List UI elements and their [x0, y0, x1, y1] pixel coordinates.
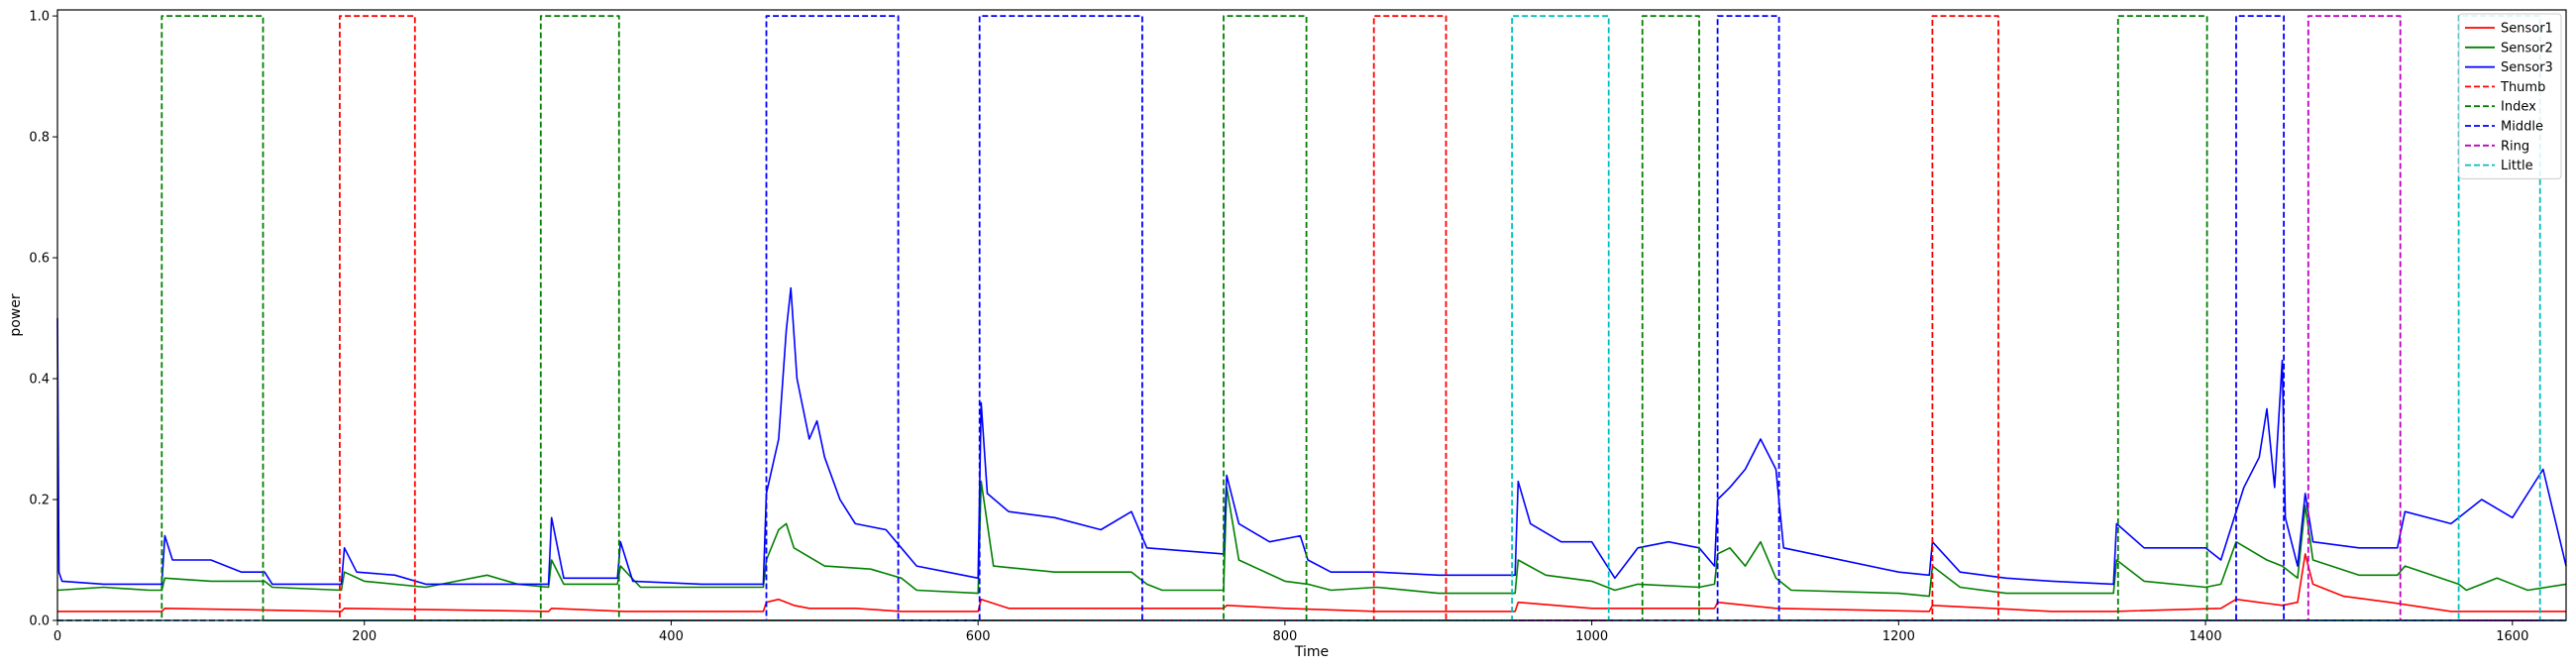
legend-item-thumb: Thumb — [2465, 80, 2545, 95]
legend-label: Thumb — [2500, 80, 2545, 95]
x-tick-label: 0 — [54, 629, 61, 644]
legend-label: Middle — [2501, 120, 2543, 135]
x-tick-label: 200 — [352, 629, 376, 644]
legend-item-sensor2: Sensor2 — [2465, 41, 2553, 56]
legend-label: Sensor3 — [2501, 60, 2553, 75]
legend-item-index: Index — [2465, 100, 2536, 115]
legend-box — [2458, 13, 2562, 179]
series-line-thumb — [57, 15, 2566, 621]
legend-label: Little — [2501, 159, 2533, 173]
legend-label: Sensor1 — [2501, 22, 2553, 37]
y-tick-label: 0.2 — [29, 494, 50, 508]
x-tick-label: 400 — [659, 629, 684, 644]
ticks-layer: 0 200 400 600 800 1000 1200 1400 1600 0.0 0.2 0.4 0.… — [29, 10, 2528, 644]
x-tick-label: 1600 — [2496, 629, 2528, 644]
x-tick-label: 600 — [966, 629, 991, 644]
x-tick-label: 1200 — [1882, 629, 1915, 644]
series-line-sensor3 — [56, 286, 2567, 586]
x-tick-label: 800 — [1272, 629, 1297, 644]
y-tick-label: 1.0 — [29, 10, 50, 25]
plot-frame — [56, 9, 2567, 621]
x-tick-label: 1000 — [1575, 629, 1608, 644]
x-axis-label: Time — [1294, 644, 1329, 660]
legend-label: Ring — [2501, 139, 2529, 154]
series-line-sensor1 — [57, 553, 2566, 613]
y-tick-label: 0.8 — [29, 131, 50, 146]
y-tick-label: 0.0 — [29, 614, 50, 629]
legend-item-sensor3: Sensor3 — [2465, 60, 2553, 75]
legend: Sensor1 Sensor2 Sensor3 Thumb Index Middle Rin… — [2458, 13, 2562, 179]
y-axis-label: power — [8, 293, 24, 337]
legend-item-little: Little — [2465, 159, 2533, 173]
legend-item-sensor1: Sensor1 — [2465, 22, 2553, 37]
legend-label: Index — [2501, 100, 2536, 115]
series-line-index — [57, 15, 2566, 621]
legend-item-ring: Ring — [2465, 139, 2529, 154]
x-tick-label: 1400 — [2190, 629, 2222, 644]
y-tick-label: 0.6 — [29, 252, 50, 267]
series-line-middle — [57, 15, 2566, 621]
y-tick-label: 0.4 — [29, 373, 50, 388]
series-line-sensor2 — [56, 480, 2567, 598]
legend-label: Sensor2 — [2501, 41, 2553, 56]
legend-item-middle: Middle — [2465, 120, 2543, 135]
